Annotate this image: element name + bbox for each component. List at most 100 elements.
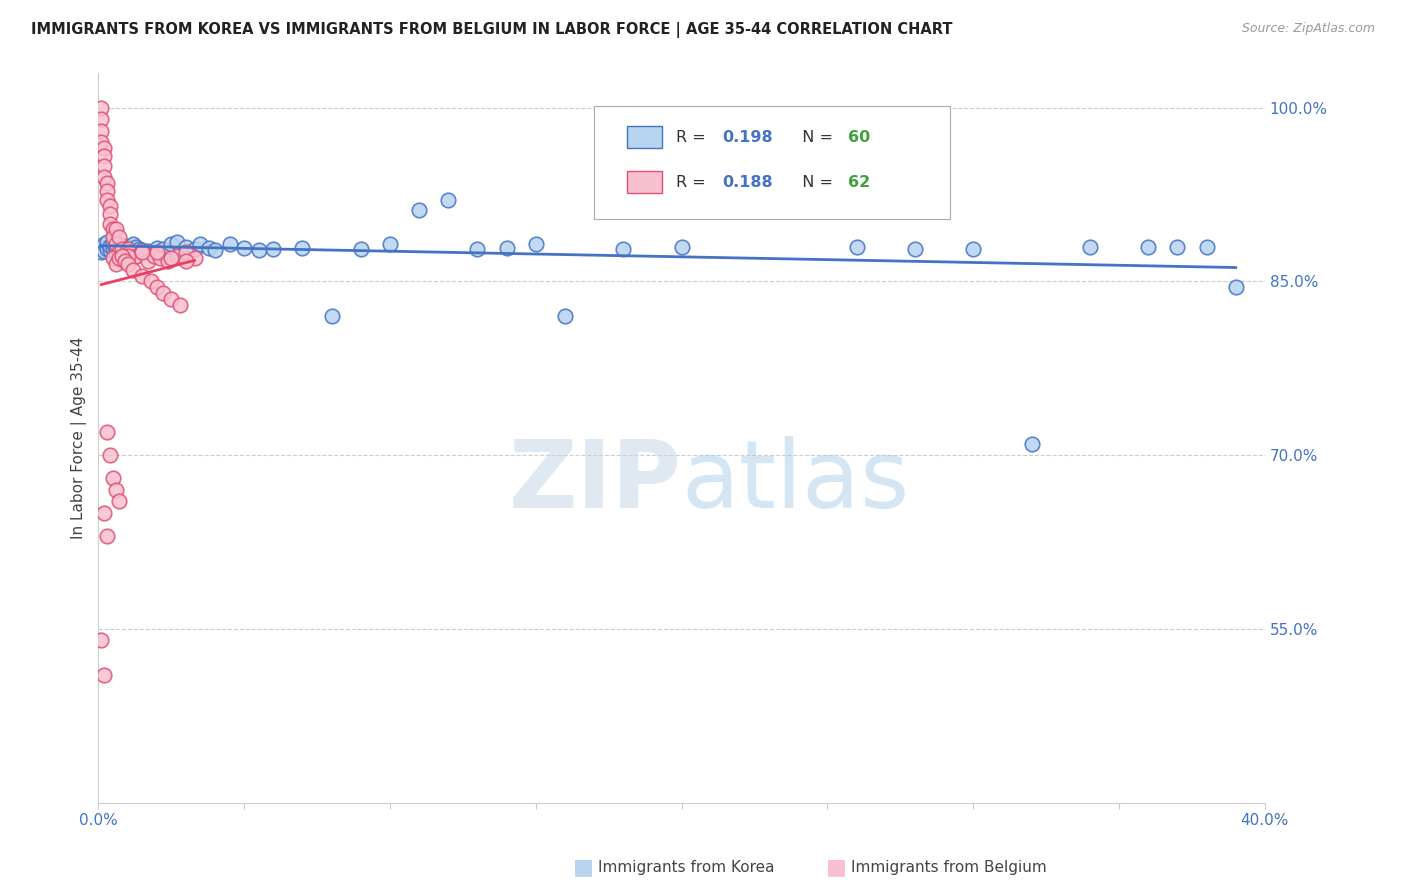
Point	[291, 241, 314, 255]
Point	[1078, 240, 1101, 254]
Point	[107, 245, 129, 260]
Point	[845, 240, 868, 254]
Point	[169, 297, 191, 311]
Text: 62: 62	[848, 175, 870, 190]
Text: N =: N =	[793, 175, 838, 190]
Text: IMMIGRANTS FROM KOREA VS IMMIGRANTS FROM BELGIUM IN LABOR FORCE | AGE 35-44 CORR: IMMIGRANTS FROM KOREA VS IMMIGRANTS FROM…	[31, 22, 952, 38]
Point	[111, 249, 134, 263]
Point	[101, 471, 124, 485]
Point	[107, 252, 129, 266]
Point	[321, 309, 343, 323]
Point	[183, 252, 205, 266]
Text: atlas: atlas	[682, 435, 910, 527]
Point	[1166, 240, 1188, 254]
Text: 0.188: 0.188	[723, 175, 773, 190]
Bar	[627, 127, 662, 148]
Point	[93, 244, 115, 259]
Point	[117, 257, 139, 271]
Point	[96, 242, 118, 256]
Point	[90, 101, 112, 115]
Point	[174, 240, 197, 254]
Point	[1225, 280, 1247, 294]
Point	[183, 242, 205, 256]
Point	[90, 112, 112, 127]
Point	[160, 252, 183, 266]
Point	[93, 141, 115, 155]
Point	[98, 217, 121, 231]
Point	[198, 241, 221, 255]
Point	[96, 240, 118, 254]
Text: R =: R =	[676, 175, 710, 190]
Point	[218, 237, 240, 252]
Point	[111, 253, 134, 268]
Point	[1137, 240, 1160, 254]
Point	[157, 253, 180, 268]
Point	[104, 483, 127, 497]
Point	[131, 245, 153, 260]
FancyBboxPatch shape	[595, 106, 950, 219]
Point	[90, 240, 112, 254]
Point	[93, 170, 115, 185]
Point	[90, 124, 112, 138]
Point	[122, 237, 145, 252]
Point	[190, 237, 212, 252]
Text: 0.198: 0.198	[723, 129, 773, 145]
Point	[101, 236, 124, 251]
Point	[93, 149, 115, 163]
Point	[96, 184, 118, 198]
Point	[136, 253, 159, 268]
Point	[104, 240, 127, 254]
Point	[152, 242, 174, 256]
Point	[93, 668, 115, 682]
Point	[98, 199, 121, 213]
Point	[101, 222, 124, 236]
Point	[904, 242, 927, 256]
Point	[1021, 436, 1043, 450]
Point	[104, 237, 127, 252]
Point	[554, 309, 576, 323]
Point	[107, 494, 129, 508]
Text: N =: N =	[793, 129, 838, 145]
Point	[93, 506, 115, 520]
Point	[174, 253, 197, 268]
Point	[120, 241, 142, 255]
Point	[962, 242, 984, 256]
Point	[728, 202, 751, 217]
Point	[166, 235, 188, 249]
Point	[145, 241, 167, 255]
Point	[101, 252, 124, 266]
Point	[96, 529, 118, 543]
Text: ■: ■	[827, 857, 846, 877]
Point	[128, 242, 150, 256]
Point	[104, 222, 127, 236]
Point	[204, 243, 226, 257]
Point	[160, 292, 183, 306]
Text: ZIP: ZIP	[509, 435, 682, 527]
Point	[98, 448, 121, 462]
Point	[139, 274, 162, 288]
Point	[125, 240, 148, 254]
Point	[149, 252, 172, 266]
Text: Immigrants from Korea: Immigrants from Korea	[598, 860, 775, 874]
Point	[378, 237, 401, 252]
Text: Immigrants from Belgium: Immigrants from Belgium	[851, 860, 1046, 874]
Point	[117, 240, 139, 254]
Point	[111, 242, 134, 256]
Text: 60: 60	[848, 129, 870, 145]
Point	[98, 243, 121, 257]
Point	[160, 237, 183, 252]
Point	[114, 253, 136, 268]
Point	[117, 249, 139, 263]
Point	[612, 242, 634, 256]
Point	[101, 230, 124, 244]
Point	[114, 249, 136, 263]
Point	[122, 252, 145, 266]
Point	[93, 237, 115, 252]
Point	[90, 245, 112, 260]
Point	[107, 237, 129, 252]
Point	[787, 198, 810, 212]
Point	[1195, 240, 1218, 254]
Y-axis label: In Labor Force | Age 35-44: In Labor Force | Age 35-44	[72, 336, 87, 539]
Point	[437, 194, 460, 208]
Point	[350, 242, 373, 256]
